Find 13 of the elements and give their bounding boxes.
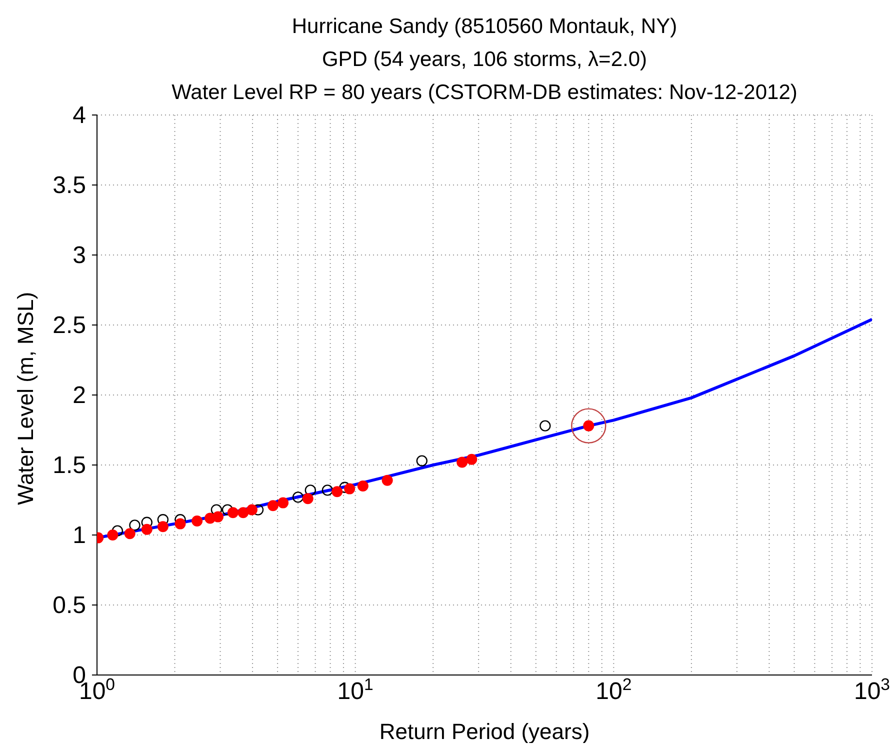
- y-tick-label: 2: [72, 382, 86, 409]
- x-tick-label: 10$^{1}$: [337, 674, 374, 705]
- y-tick-label: 0.5: [52, 592, 86, 619]
- y-tick-label: 4: [72, 102, 86, 129]
- y-tick-label: 1: [72, 522, 86, 549]
- y-tick-label: 1.5: [52, 452, 86, 479]
- y-axis-title: Water Level (m, MSL): [12, 292, 38, 505]
- y-tick-label: 3: [72, 242, 86, 269]
- x-tick-label: 10$^{3}$: [854, 674, 890, 705]
- y-tick-label: 2.5: [52, 312, 86, 339]
- chart-title: Hurricane Sandy (8510560 Montauk, NY) GPD (54 years, 106 storms, λ=2.0) Water Level RP = 80 years (CSTORM-DB estimates: Nov-12-2012): [170, 14, 798, 106]
- y-tick-label: 3.5: [52, 172, 86, 199]
- x-tick-label: 10$^{2}$: [596, 674, 632, 705]
